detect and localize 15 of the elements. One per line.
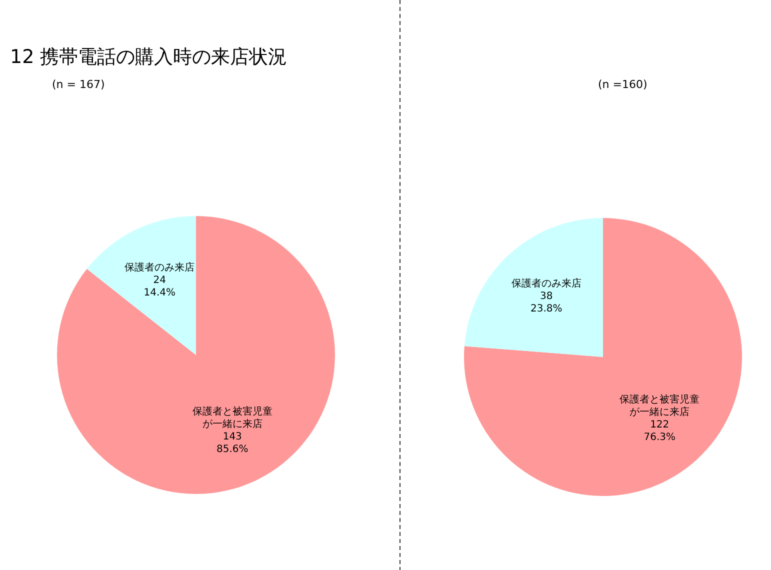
data-label: 24 14.4% xyxy=(144,274,176,298)
chart-subtitle: (n = 167) xyxy=(52,78,105,91)
slice-label: 保護者と被害児童が一緒に来店 xyxy=(620,392,700,418)
data-label: 143 85.6% xyxy=(216,430,248,454)
data-label: 38 23.8% xyxy=(530,290,562,314)
pie-slice xyxy=(86,216,196,355)
chart-subtitle: (n =160) xyxy=(598,78,648,91)
pie-slice xyxy=(464,218,742,496)
pie-slice xyxy=(57,216,335,494)
slice-label: 保護者のみ来店 xyxy=(511,276,582,289)
slice-label: 保護者と被害児童が一緒に来店 xyxy=(192,404,272,430)
chart-title: 12 携帯電話の購入時の来店状況 xyxy=(10,45,288,70)
pie-slice xyxy=(464,218,603,357)
data-label: 122 76.3% xyxy=(644,418,676,442)
slice-label: 保護者のみ来店 xyxy=(124,260,195,273)
